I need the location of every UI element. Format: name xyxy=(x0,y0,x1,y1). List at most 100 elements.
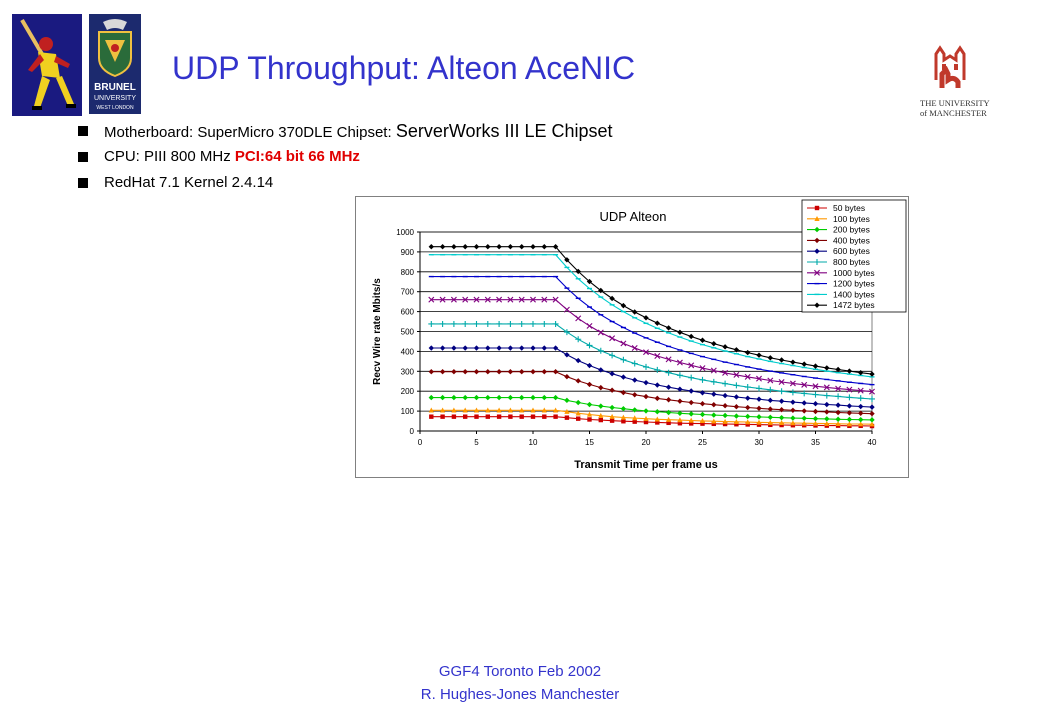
data-point-400-bytes xyxy=(620,389,627,396)
data-point-600-bytes xyxy=(485,345,491,351)
baseball-player-logo xyxy=(12,14,82,116)
data-point-400-bytes xyxy=(485,368,491,375)
data-point-600-bytes xyxy=(835,402,841,408)
data-point-200-bytes xyxy=(485,394,491,401)
data-point-200-bytes xyxy=(699,411,706,418)
legend-marker-50-bytes xyxy=(814,205,820,211)
data-point-600-bytes xyxy=(462,345,468,351)
data-point-1000-bytes xyxy=(767,377,774,384)
series-line-50-bytes xyxy=(431,416,873,427)
data-point-100-bytes xyxy=(530,407,536,413)
data-point-200-bytes xyxy=(846,416,853,423)
legend-label-50-bytes: 50 bytes xyxy=(833,203,865,213)
data-point-1000-bytes xyxy=(857,387,864,394)
udp-throughput-chart: 0 100 200 300 400 500 600 700 800 900 1000 0 5 10 15 20… xyxy=(355,196,909,478)
data-point-100-bytes xyxy=(677,417,683,423)
x-tick-label: 15 xyxy=(585,438,594,447)
data-point-1000-bytes xyxy=(496,296,503,303)
data-point-400-bytes xyxy=(586,381,593,388)
data-point-800-bytes xyxy=(857,395,864,402)
data-point-800-bytes xyxy=(530,320,536,327)
legend-label-100-bytes: 100 bytes xyxy=(833,214,870,224)
data-point-800-bytes xyxy=(767,386,774,393)
data-point-1000-bytes xyxy=(744,373,751,380)
data-point-400-bytes xyxy=(733,404,740,410)
data-point-1472-bytes xyxy=(790,359,796,365)
data-point-1000-bytes xyxy=(846,386,853,393)
data-point-50-bytes xyxy=(463,414,468,419)
manchester-logo-line1: THE UNIVERSITY xyxy=(920,98,990,108)
legend-marker-100-bytes xyxy=(814,216,820,221)
data-point-1000-bytes xyxy=(439,296,446,303)
data-point-800-bytes xyxy=(789,389,796,396)
data-point-1472-bytes xyxy=(677,329,683,335)
data-point-800-bytes xyxy=(722,380,729,387)
data-point-800-bytes xyxy=(450,320,457,327)
data-point-400-bytes xyxy=(824,409,830,415)
y-tick-label: 500 xyxy=(401,328,415,337)
data-point-400-bytes xyxy=(609,387,615,393)
data-point-200-bytes xyxy=(778,414,785,421)
data-point-1472-bytes xyxy=(620,302,627,309)
data-point-200-bytes xyxy=(439,394,446,401)
data-point-1000-bytes xyxy=(620,340,627,347)
data-point-600-bytes xyxy=(711,391,717,397)
data-point-800-bytes xyxy=(563,329,570,336)
legend-label-1200-bytes: 1200 bytes xyxy=(833,279,875,289)
data-point-1000-bytes xyxy=(733,371,740,378)
data-point-800-bytes xyxy=(507,320,514,327)
kernel-text: RedHat 7.1 Kernel 2.4.14 xyxy=(104,174,274,191)
data-point-100-bytes xyxy=(632,415,638,421)
data-point-1472-bytes xyxy=(496,244,502,250)
data-point-200-bytes xyxy=(677,410,683,416)
legend-marker-1000-bytes xyxy=(814,269,820,276)
x-tick-label: 25 xyxy=(698,438,707,447)
data-point-50-bytes xyxy=(451,414,457,419)
data-point-1472-bytes xyxy=(485,244,491,250)
data-point-200-bytes xyxy=(473,394,480,401)
data-point-50-bytes xyxy=(519,414,524,419)
data-point-100-bytes xyxy=(846,421,852,427)
data-point-800-bytes xyxy=(586,342,593,349)
data-point-400-bytes xyxy=(428,368,434,375)
data-point-1000-bytes xyxy=(631,345,638,352)
data-point-1472-bytes xyxy=(473,244,480,250)
legend-marker-1472-bytes xyxy=(814,302,820,308)
y-tick-label: 400 xyxy=(401,347,415,356)
legend-marker-400-bytes xyxy=(814,237,820,244)
data-point-800-bytes xyxy=(439,320,446,327)
data-point-600-bytes xyxy=(790,399,796,405)
data-point-200-bytes xyxy=(812,415,819,422)
data-point-1000-bytes xyxy=(428,296,435,303)
data-point-600-bytes xyxy=(869,404,875,410)
y-tick-label: 1000 xyxy=(396,228,414,237)
legend-label-800-bytes: 800 bytes xyxy=(833,257,870,267)
x-tick-label: 5 xyxy=(474,438,479,447)
x-axis-label: Transmit Time per frame us xyxy=(574,459,717,471)
data-point-50-bytes xyxy=(722,421,728,427)
data-point-100-bytes xyxy=(473,407,480,413)
data-point-1000-bytes xyxy=(778,379,785,386)
data-point-400-bytes xyxy=(812,408,819,415)
x-tick-label: 20 xyxy=(642,438,651,447)
data-point-50-bytes xyxy=(621,419,626,424)
data-point-800-bytes xyxy=(496,320,503,327)
footer-author: R. Hughes-Jones Manchester xyxy=(420,686,620,703)
y-tick-label: 700 xyxy=(401,288,415,297)
data-point-100-bytes xyxy=(564,408,570,414)
slide-title: UDP Throughput: Alteon AceNIC xyxy=(172,50,636,86)
data-point-50-bytes xyxy=(700,421,705,426)
data-point-50-bytes xyxy=(677,421,683,426)
data-point-1472-bytes xyxy=(699,337,706,343)
data-point-800-bytes xyxy=(575,336,582,343)
data-point-1472-bytes xyxy=(451,244,457,250)
data-point-200-bytes xyxy=(665,409,672,416)
data-point-400-bytes xyxy=(677,398,683,404)
data-point-800-bytes xyxy=(823,392,830,399)
data-point-1000-bytes xyxy=(586,322,593,329)
data-point-50-bytes xyxy=(440,414,445,419)
y-tick-label: 0 xyxy=(410,427,415,436)
data-point-50-bytes xyxy=(474,414,479,419)
data-point-800-bytes xyxy=(552,320,559,327)
legend-marker-200-bytes xyxy=(814,226,820,233)
